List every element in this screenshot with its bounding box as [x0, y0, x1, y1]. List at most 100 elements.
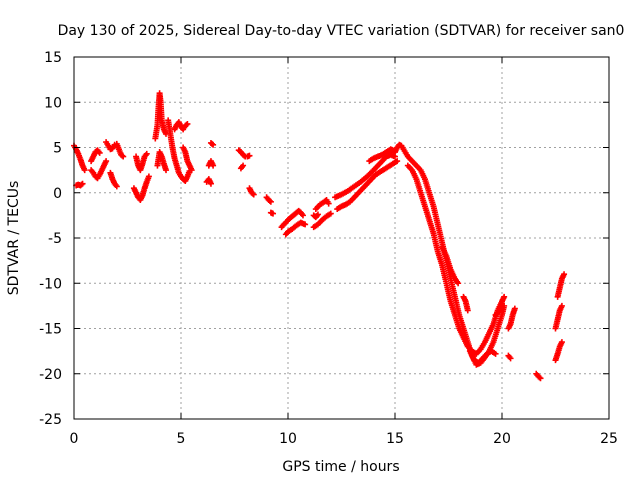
data-point-fill — [356, 180, 363, 187]
data-point-fill — [349, 184, 356, 191]
data-point-fill — [459, 332, 466, 339]
data-point-fill — [447, 296, 454, 303]
data-point-fill — [142, 152, 149, 159]
y-tick-label: -10 — [39, 276, 62, 292]
data-point-fill — [464, 305, 471, 312]
data-point-fill — [358, 186, 365, 193]
data-point-fill — [560, 272, 567, 279]
data-point-fill — [249, 190, 256, 197]
data-point-fill — [187, 165, 194, 172]
y-tick-label: 10 — [44, 95, 62, 111]
data-point-fill — [407, 165, 414, 172]
data-point-fill — [425, 187, 432, 194]
data-point-fill — [498, 300, 505, 307]
data-point-fill — [102, 159, 109, 166]
data-point-fill — [454, 278, 461, 285]
data-point — [79, 180, 86, 187]
data-point-fill — [362, 182, 369, 189]
data-point-fill — [438, 260, 445, 267]
y-axis-label: SDTVAR / TECUs — [6, 181, 22, 296]
data-point-fill — [343, 188, 350, 195]
data-point-fill — [141, 155, 148, 162]
data-point — [250, 191, 257, 198]
y-tick-label: -20 — [39, 367, 62, 383]
data-point-fill — [558, 340, 565, 347]
data-point-fill — [298, 211, 305, 218]
data-point-fill — [451, 309, 458, 316]
data-point-fill — [556, 309, 563, 316]
data-point-fill — [536, 374, 543, 381]
data-point-fill — [511, 307, 518, 314]
data-point-fill — [463, 341, 470, 348]
data-point-fill — [399, 144, 406, 151]
data-point-fill — [349, 195, 356, 202]
x-axis-label: GPS time / hours — [282, 459, 399, 475]
data-point-fill — [89, 168, 96, 175]
data-point-fill — [76, 154, 83, 161]
data-point-fill — [245, 153, 252, 160]
data-point-fill — [98, 168, 105, 175]
data-point-fill — [141, 187, 148, 194]
data-point-fill — [478, 356, 485, 363]
data-point-fill — [104, 140, 111, 147]
data-point-fill — [367, 177, 374, 184]
data-point-fill — [438, 237, 445, 244]
data-point-fill — [79, 161, 86, 168]
data-point-fill — [183, 156, 190, 163]
data-point-fill — [421, 201, 428, 208]
data-point-fill — [509, 313, 516, 320]
data-point-fill — [74, 149, 81, 156]
data-point-fill — [138, 193, 145, 200]
data-point-fill — [160, 124, 167, 131]
data-point — [210, 141, 217, 148]
y-tick-label: 15 — [44, 50, 62, 66]
data-point-fill — [171, 153, 178, 160]
data-point-fill — [554, 352, 561, 359]
data-point-fill — [451, 291, 458, 298]
data-point — [267, 198, 274, 205]
data-point-fill — [494, 327, 501, 334]
data-point-fill — [373, 164, 380, 171]
data-point-fill — [209, 161, 216, 168]
x-tick-label: 15 — [386, 431, 404, 447]
data-point-fill — [485, 331, 492, 338]
data-point-fill — [429, 201, 436, 208]
data-point-fill — [403, 151, 410, 158]
data-point-fill — [377, 159, 384, 166]
data-point-fill — [78, 181, 85, 188]
data-point-fill — [175, 168, 182, 175]
data-point-fill — [108, 174, 115, 181]
data-point-fill — [558, 277, 565, 284]
data-point-fill — [176, 171, 183, 178]
data-point-fill — [554, 318, 561, 325]
data-point-fill — [313, 212, 320, 219]
data-point-fill — [183, 174, 190, 181]
data-point — [537, 375, 544, 382]
data-point-fill — [425, 214, 432, 221]
data-point-fill — [354, 191, 361, 198]
data-point-fill — [134, 160, 141, 167]
data-point-fill — [95, 148, 102, 155]
data-point-fill — [185, 161, 192, 168]
data-point-fill — [407, 156, 414, 163]
data-point-fill — [173, 160, 180, 167]
data-point-fill — [336, 192, 343, 199]
data-point-fill — [411, 161, 418, 168]
y-tick-label: -15 — [39, 322, 62, 338]
grid-lines — [74, 57, 609, 419]
data-point-fill — [500, 295, 507, 302]
data-point-fill — [558, 304, 565, 311]
data-point-fill — [447, 264, 454, 271]
data-point-fill — [110, 143, 117, 150]
data-point-fill — [556, 345, 563, 352]
data-point-fill — [442, 251, 449, 258]
data-point — [120, 153, 127, 160]
data-point-fill — [495, 308, 502, 315]
data-point-fill — [324, 198, 331, 205]
data-point-fill — [455, 323, 462, 330]
data-point-fill — [480, 340, 487, 347]
data-point-fill — [119, 152, 126, 159]
data-point-fill — [95, 173, 102, 180]
data-point-fill — [80, 165, 87, 172]
